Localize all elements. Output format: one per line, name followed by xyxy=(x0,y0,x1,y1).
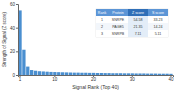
y-tick-label: 20 xyxy=(10,49,16,54)
bar xyxy=(42,71,45,75)
chart: 1 10 20 30 40 0 20 40 60 Signal Rank (Top 40) Stre… xyxy=(0,0,177,93)
bar xyxy=(96,73,99,75)
bar xyxy=(76,73,79,75)
table-cell: 21.35 xyxy=(134,25,143,29)
table-highlight xyxy=(128,16,148,23)
y-tick-label: 40 xyxy=(10,26,16,31)
table-row xyxy=(96,23,168,30)
x-tick: 20 xyxy=(91,75,97,82)
x-tick-label: 30 xyxy=(130,77,136,82)
bar xyxy=(22,50,25,75)
bar xyxy=(150,74,153,75)
bar xyxy=(49,72,52,75)
bar xyxy=(158,74,161,75)
y-tick-label: 0 xyxy=(12,73,15,78)
bar xyxy=(30,70,33,75)
bar xyxy=(69,73,72,75)
table-cell: 14.24 xyxy=(154,25,163,29)
y-tick-label: 60 xyxy=(10,2,16,7)
y-tick: 60 xyxy=(10,2,18,7)
bar xyxy=(88,73,91,75)
bar xyxy=(107,73,110,75)
table-cell: 5.11 xyxy=(155,32,162,36)
bars xyxy=(18,10,172,75)
bar xyxy=(53,72,56,75)
x-tick: 40 xyxy=(168,75,174,82)
table-cell: 2 xyxy=(101,25,103,29)
bar xyxy=(134,73,137,75)
bar xyxy=(65,72,68,75)
bar xyxy=(73,73,76,75)
table: Rank Protein Z score S score 1 SNRPE 54.58 33.2… xyxy=(96,9,168,37)
table-header-cell xyxy=(148,9,168,16)
bar xyxy=(154,74,157,75)
y-tick-mark xyxy=(16,51,18,52)
table-cell: SNRPE xyxy=(112,18,125,22)
table-header: Z score xyxy=(132,11,144,15)
table-header: S score xyxy=(152,11,164,15)
x-tick: 30 xyxy=(130,75,136,82)
x-axis: 1 10 20 30 40 xyxy=(19,75,174,82)
table-highlight xyxy=(128,30,148,37)
y-tick: 0 xyxy=(12,73,18,78)
x-tick-label: 1 xyxy=(19,77,22,82)
bar xyxy=(115,73,118,75)
table-header-cell xyxy=(128,9,148,16)
table-cell: 3 xyxy=(101,32,103,36)
y-tick: 20 xyxy=(10,49,18,54)
bar xyxy=(61,72,64,75)
bar xyxy=(123,73,126,75)
x-tick: 1 xyxy=(19,75,22,82)
table-header-cell xyxy=(96,9,108,16)
x-tick-label: 20 xyxy=(91,77,97,82)
y-tick: 40 xyxy=(10,26,18,31)
table-cell: 7.11 xyxy=(135,32,142,36)
bar xyxy=(119,73,122,75)
bar xyxy=(84,73,87,75)
y-axis-line xyxy=(16,5,19,76)
plot: 1 10 20 30 40 0 20 40 60 xyxy=(10,2,174,82)
x-tick-label: 40 xyxy=(168,77,174,82)
x-tick: 10 xyxy=(52,75,58,82)
y-tick-mark xyxy=(16,4,18,5)
bar xyxy=(57,72,60,75)
bar xyxy=(38,71,41,75)
y-axis: 0 20 40 60 xyxy=(10,2,19,78)
table-cell: 1 xyxy=(101,18,103,22)
table-cell: PAGE5 xyxy=(112,25,124,29)
bar xyxy=(162,74,165,75)
table-cell: SNRPB xyxy=(112,32,125,36)
y-axis-title: Strength of Signal (Z score) xyxy=(2,11,7,67)
table-highlight xyxy=(128,23,148,30)
bar xyxy=(45,72,48,75)
y-tick-mark xyxy=(16,75,18,76)
bar xyxy=(142,73,145,75)
table-row xyxy=(96,16,168,23)
bar xyxy=(34,71,37,75)
bar xyxy=(92,73,95,75)
x-axis-title: Signal Rank (Top 40) xyxy=(72,84,119,90)
y-tick-mark xyxy=(16,28,18,29)
bar xyxy=(169,74,172,75)
table-frame xyxy=(96,9,168,37)
bar xyxy=(138,73,141,75)
table-cell: 33.23 xyxy=(154,18,163,22)
bar xyxy=(131,73,134,75)
table-header: Rank xyxy=(98,11,107,15)
bar xyxy=(26,67,29,75)
bar xyxy=(127,73,130,75)
bar xyxy=(111,73,114,75)
table-row xyxy=(96,30,168,37)
table-header-cell xyxy=(108,9,128,16)
bar xyxy=(80,73,83,75)
bar xyxy=(146,74,149,75)
bar xyxy=(100,73,103,75)
bar xyxy=(104,73,107,75)
table-header: Protein xyxy=(112,11,123,15)
table-cell: 54.58 xyxy=(134,18,143,22)
x-tick-label: 10 xyxy=(52,77,58,82)
bar xyxy=(165,74,168,75)
